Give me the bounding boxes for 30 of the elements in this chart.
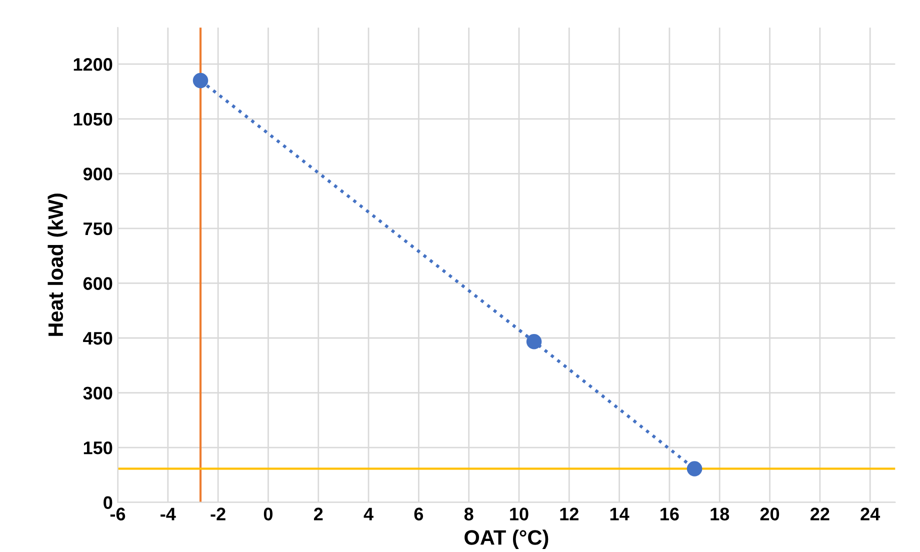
x-tick-label: 2 (314, 508, 323, 520)
x-tick-label: 22 (810, 508, 830, 520)
y-tick-label: 900 (83, 168, 112, 180)
y-axis-title: Heat load (kW) (48, 194, 68, 336)
x-tick-label: 10 (510, 508, 528, 520)
x-tick-label: -4 (160, 508, 176, 520)
y-tick-label: 450 (83, 332, 112, 345)
x-axis-title: OAT (°C) (464, 530, 548, 549)
x-tick-label: -6 (110, 508, 126, 520)
x-tick-label: 16 (660, 508, 679, 520)
x-tick-label: 14 (610, 508, 630, 520)
y-tick-label: 1050 (74, 112, 112, 126)
y-tick-label: 0 (104, 496, 112, 510)
x-tick-label: 6 (414, 508, 424, 520)
y-tick-label: 1200 (74, 58, 112, 71)
x-tick-label: 12 (560, 508, 578, 520)
x-tick-label: 18 (710, 508, 730, 520)
x-tick-label: -2 (210, 508, 226, 520)
point (526, 334, 542, 350)
x-tick-label: 8 (464, 508, 474, 520)
point (192, 72, 208, 88)
y-tick-label: 750 (84, 222, 112, 236)
x-tick-label: 20 (760, 508, 780, 520)
y-tick-label: 300 (83, 386, 112, 400)
x-tick-label: 4 (364, 508, 374, 520)
y-tick-label: 600 (83, 277, 112, 290)
x-tick-label: 0 (264, 508, 273, 520)
y-tick-label: 150 (84, 441, 112, 454)
x-tick-label: 24 (860, 508, 880, 520)
point (686, 461, 702, 476)
